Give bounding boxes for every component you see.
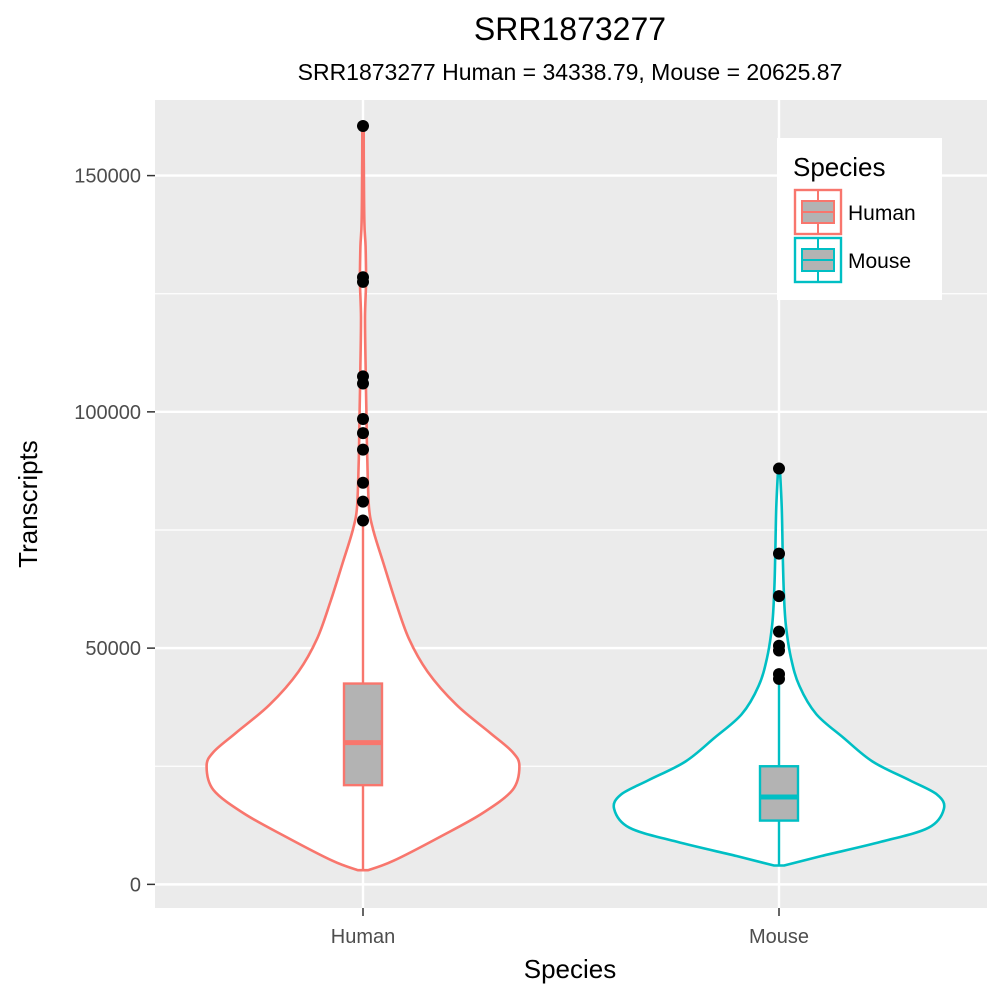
outlier-point bbox=[357, 476, 369, 489]
outlier-point bbox=[773, 672, 785, 685]
outlier-point bbox=[357, 275, 369, 288]
legend-label-human: Human bbox=[848, 202, 916, 225]
y-axis-title: Transcripts bbox=[13, 440, 43, 568]
outlier-point bbox=[357, 119, 369, 132]
legend: Species Human Mouse bbox=[777, 138, 942, 300]
chart-subtitle: SRR1873277 Human = 34338.79, Mouse = 206… bbox=[298, 59, 843, 85]
y-tick-label: 100000 bbox=[74, 402, 141, 424]
outlier-point bbox=[357, 412, 369, 425]
outlier-point bbox=[357, 443, 369, 456]
x-tick-label: Mouse bbox=[749, 926, 809, 948]
outlier-point bbox=[357, 495, 369, 508]
outlier-point bbox=[773, 644, 785, 657]
violin-group-mouse bbox=[612, 462, 946, 867]
x-tick-label: Human bbox=[331, 926, 395, 948]
outlier-point bbox=[773, 625, 785, 638]
y-tick-label: 50000 bbox=[85, 638, 141, 660]
violins bbox=[205, 119, 946, 872]
outlier-point bbox=[773, 547, 785, 560]
axes: 0 50000 100000 150000 Human Mouse bbox=[74, 166, 809, 948]
violin-group-human bbox=[205, 119, 521, 872]
outlier-point bbox=[773, 590, 785, 603]
chart-title: SRR1873277 bbox=[474, 11, 666, 47]
legend-label-mouse: Mouse bbox=[848, 250, 911, 273]
y-tick-label: 0 bbox=[130, 874, 141, 896]
legend-title: Species bbox=[793, 152, 886, 182]
outlier-point bbox=[357, 514, 369, 527]
legend-entry-mouse: Mouse bbox=[793, 236, 911, 284]
x-axis-title: Species bbox=[524, 954, 617, 984]
outlier-point bbox=[357, 377, 369, 390]
box-human bbox=[342, 682, 384, 787]
outlier-point bbox=[357, 427, 369, 440]
outlier-point bbox=[773, 462, 785, 475]
box-mouse bbox=[758, 765, 800, 822]
y-tick-label: 150000 bbox=[74, 166, 141, 188]
legend-entry-human: Human bbox=[793, 188, 916, 236]
